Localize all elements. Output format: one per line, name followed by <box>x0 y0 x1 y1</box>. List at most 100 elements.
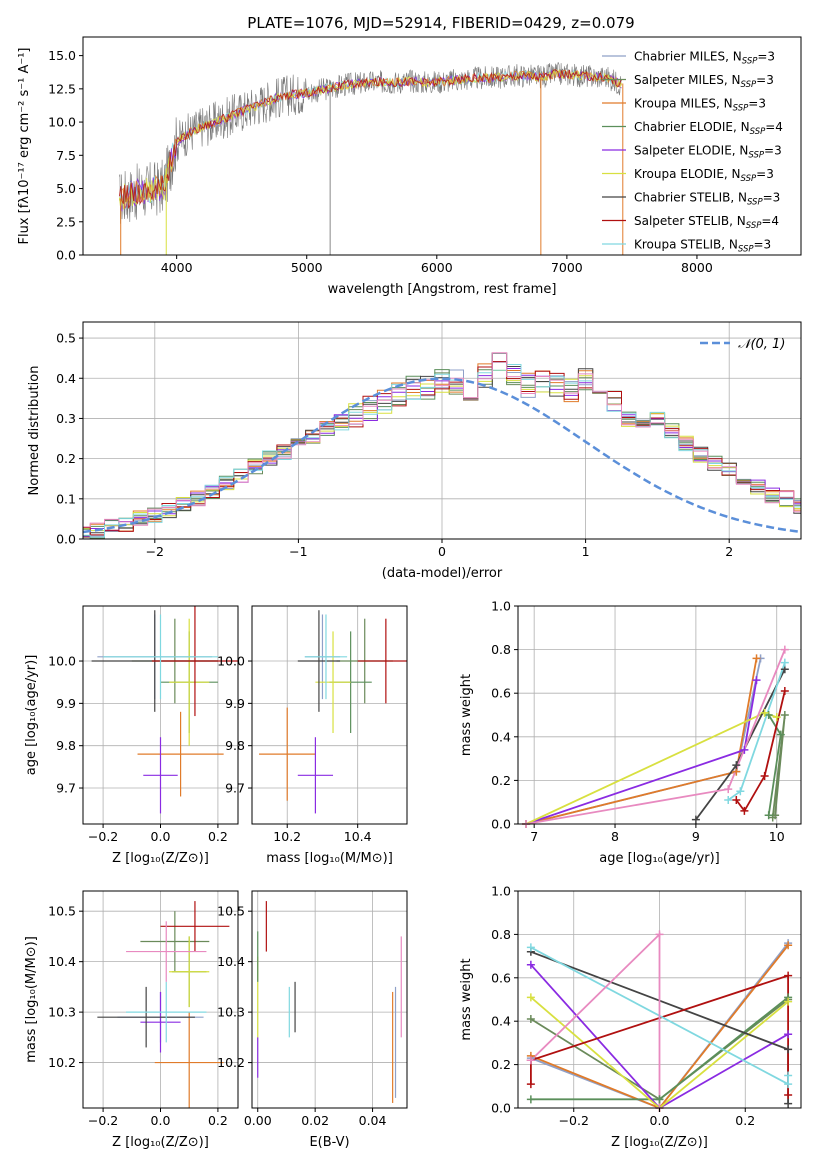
y-tick-label: 15.0 <box>48 48 76 63</box>
mass-weight-line <box>530 996 789 1108</box>
plus-marker <box>655 1095 664 1104</box>
plus-marker <box>724 785 733 794</box>
y-tick-label: 0.8 <box>491 927 511 942</box>
y-tick-label: 10.0 <box>217 654 245 669</box>
y-tick-label: 10.5 <box>217 904 245 919</box>
x-tick-label: 0.0 <box>151 829 171 844</box>
x-tick-label: −0.2 <box>88 1113 118 1128</box>
model-fit-line <box>118 68 622 210</box>
mass-weight-line <box>735 690 786 813</box>
plus-marker <box>764 811 773 820</box>
plus-marker <box>736 787 745 796</box>
x-axis-label: E(B-V) <box>309 1135 349 1150</box>
figure-title: PLATE=1076, MJD=52914, FIBERID=0429, z=0… <box>247 14 634 32</box>
plus-marker <box>784 1099 793 1108</box>
axes-frame <box>517 605 802 825</box>
y-tick-label: 9.9 <box>225 696 245 711</box>
y-tick-label: 0.0 <box>491 1101 511 1116</box>
axes-frame <box>251 605 408 825</box>
plus-marker <box>780 687 789 696</box>
y-tick-label: 0.0 <box>56 532 76 547</box>
panel-age-vs-Z: −0.2 0.0 0.2 9.7 9.8 9.9 10.0 Z [log₁₀(Z/Z⊙)] ag… <box>24 605 239 866</box>
model-fit-line <box>118 69 622 210</box>
y-tick-label: 10.4 <box>48 954 76 969</box>
y-axis-label: age [log₁₀(age/yr)] <box>24 655 39 776</box>
residual-histogram <box>83 352 801 528</box>
y-axis-label: mass [log₁₀(M/M⊙)] <box>24 936 39 1063</box>
y-tick-label: 10.2 <box>217 1055 245 1070</box>
x-tick-label: 10 <box>769 829 785 844</box>
plus-marker <box>655 930 664 939</box>
plus-marker <box>691 815 700 824</box>
legend-entry: Salpeter ELODIE, NSSP=3 <box>634 144 782 161</box>
plot-area <box>83 352 801 539</box>
plus-marker <box>760 772 769 781</box>
legend-entry: Kroupa ELODIE, NSSP=3 <box>634 167 774 184</box>
x-axis-label: wavelength [Angstrom, rest frame] <box>328 282 557 297</box>
y-tick-label: 0.2 <box>491 773 511 788</box>
panel-mass-vs-Z: −0.2 0.0 0.2 10.2 10.3 10.4 10.5 Z [log₁₀(Z/Z⊙)… <box>24 890 239 1150</box>
y-tick-label: 1.0 <box>491 599 511 614</box>
plus-marker <box>526 1095 535 1104</box>
plus-marker <box>784 1045 793 1054</box>
model-fit-line <box>119 68 622 212</box>
axes-frame <box>82 36 802 256</box>
y-tick-label: 10.0 <box>48 654 76 669</box>
mass-weight-line <box>530 944 789 1108</box>
y-tick-label: 10.3 <box>48 1005 76 1020</box>
y-axis-label: Normed distribution <box>27 366 42 496</box>
plus-marker <box>752 654 761 663</box>
plus-marker <box>784 997 793 1006</box>
mass-weight-line <box>530 942 789 1108</box>
plus-marker <box>784 971 793 980</box>
plus-marker <box>760 708 769 717</box>
y-tick-label: 0.0 <box>56 248 76 263</box>
plus-marker <box>784 1090 793 1099</box>
x-tick-label: 0.0 <box>151 1113 171 1128</box>
panel-massweight-vs-Z: −0.2 0.0 0.2 0.0 0.2 0.4 0.6 0.8 1.0 Z [log₁₀(Z/Z… <box>459 884 802 1150</box>
x-tick-label: −1 <box>289 544 307 559</box>
model-fit-line <box>118 68 622 209</box>
x-tick-label: 10.2 <box>273 829 301 844</box>
x-tick-label: −2 <box>146 544 164 559</box>
y-tick-label: 10.2 <box>48 1055 76 1070</box>
panel-mass-vs-ebv: 0.00 0.02 0.04 10.2 10.3 10.4 10.5 E(B-V) <box>217 890 408 1150</box>
x-tick-label: 0.04 <box>359 1113 387 1128</box>
y-tick-label: 0.2 <box>56 451 76 466</box>
x-tick-label: 0 <box>438 544 446 559</box>
x-tick-label: 0.2 <box>735 1113 755 1128</box>
y-tick-label: 9.8 <box>225 738 245 753</box>
plot-area <box>97 901 230 1108</box>
x-axis-label: Z [log₁₀(Z/Z⊙)] <box>112 851 209 866</box>
y-tick-label: 0.4 <box>491 729 511 744</box>
plus-marker <box>784 941 793 950</box>
x-tick-label: 9 <box>692 829 700 844</box>
y-tick-label: 10.3 <box>217 1005 245 1020</box>
y-tick-label: 5.0 <box>56 181 76 196</box>
plus-marker <box>526 1080 535 1089</box>
legend-entry: Chabrier STELIB, NSSP=3 <box>634 191 780 208</box>
x-tick-label: 0.2 <box>208 1113 228 1128</box>
legend-entry: Salpeter STELIB, NSSP=4 <box>634 214 779 231</box>
y-tick-label: 0.8 <box>491 642 511 657</box>
y-tick-label: 10.4 <box>217 954 245 969</box>
x-tick-label: 7 <box>530 829 538 844</box>
plus-marker <box>526 960 535 969</box>
x-axis-label: mass [log₁₀(M/M⊙)] <box>266 851 393 866</box>
axes-frame <box>251 890 408 1109</box>
legend-entry: Chabrier MILES, NSSP=3 <box>634 50 775 67</box>
panel-residuals: 𝒩(0, 1) −2 −1 0 1 2 0.0 0.1 0.2 0.3 0.4 0.5 (data-mo… <box>27 321 802 581</box>
mass-weight-line <box>530 964 789 1108</box>
plus-marker <box>526 993 535 1002</box>
plus-marker <box>780 658 789 667</box>
x-axis-label: Z [log₁₀(Z/Z⊙)] <box>611 1135 708 1150</box>
y-tick-label: 0.3 <box>56 411 76 426</box>
plus-marker <box>526 943 535 952</box>
plus-marker <box>724 796 733 805</box>
x-tick-label: 8 <box>611 829 619 844</box>
legend-entry: Kroupa STELIB, NSSP=3 <box>634 238 771 255</box>
y-tick-label: 7.5 <box>56 148 76 163</box>
y-axis-label: Flux [fλ10⁻¹⁷ erg cm⁻² s⁻¹ A⁻¹] <box>17 48 32 245</box>
x-tick-label: 4000 <box>161 260 193 275</box>
y-tick-label: 10.5 <box>48 904 76 919</box>
